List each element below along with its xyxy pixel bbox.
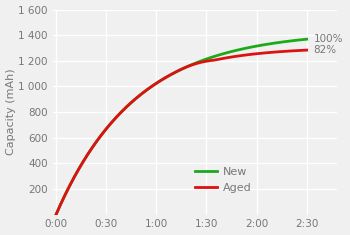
Aged [304,49,309,51]
Aged [203,60,207,63]
Line: Aged: Aged [56,50,307,215]
New [304,38,309,41]
New [259,44,264,47]
Y-axis label: Capacity (mAh): Capacity (mAh) [6,69,15,155]
Aged [173,71,177,74]
New [174,70,179,73]
Aged [299,49,303,52]
Aged [174,70,179,73]
New [203,58,207,61]
Text: 100%: 100% [314,34,343,44]
Line: New: New [56,39,307,215]
New [54,213,58,216]
New [190,63,194,66]
Legend: New, Aged: New, Aged [195,167,252,193]
Aged [259,52,264,55]
New [173,71,177,74]
Text: 82%: 82% [314,45,337,55]
New [299,38,303,41]
Aged [54,213,58,216]
Aged [190,64,194,67]
